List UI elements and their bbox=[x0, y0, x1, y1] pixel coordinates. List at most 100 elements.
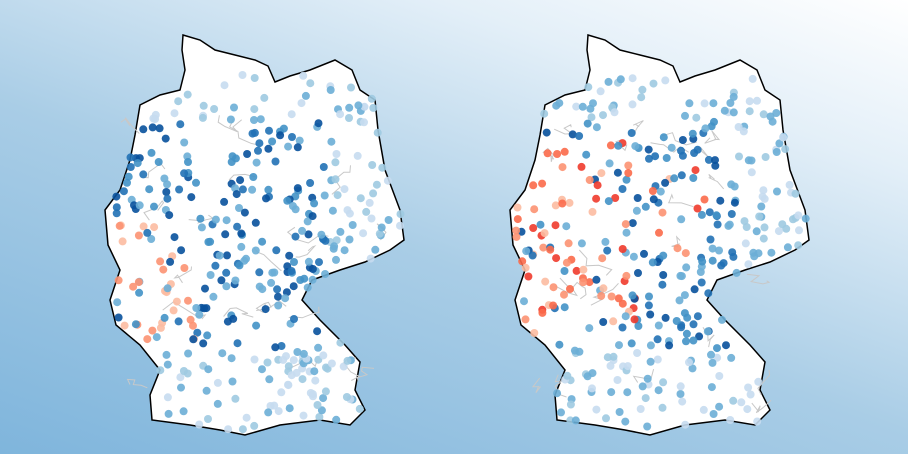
river bbox=[126, 378, 148, 389]
station-dot bbox=[368, 161, 377, 169]
station-dot bbox=[256, 115, 265, 124]
station-dot bbox=[162, 350, 171, 359]
station-dot bbox=[779, 133, 788, 142]
station-dot bbox=[555, 340, 564, 349]
station-dot bbox=[613, 168, 622, 177]
station-dot bbox=[304, 230, 313, 239]
station-dot bbox=[319, 394, 328, 403]
station-dot bbox=[372, 180, 381, 189]
station-dot bbox=[255, 139, 264, 148]
river bbox=[356, 366, 375, 381]
station-dot bbox=[575, 132, 584, 140]
station-dot bbox=[753, 417, 762, 426]
station-dot bbox=[248, 129, 257, 138]
station-dot bbox=[621, 312, 630, 321]
station-dot bbox=[251, 218, 260, 227]
station-dot bbox=[611, 194, 620, 202]
station-dot bbox=[340, 185, 349, 194]
station-dot bbox=[270, 401, 279, 410]
station-dot bbox=[195, 310, 204, 319]
station-dot bbox=[287, 110, 296, 119]
station-dot bbox=[589, 99, 597, 108]
station-dot bbox=[152, 333, 161, 342]
station-dot bbox=[213, 378, 222, 387]
station-dot bbox=[713, 344, 721, 353]
station-dot bbox=[283, 196, 292, 205]
station-dot bbox=[345, 235, 354, 244]
station-dot bbox=[689, 174, 698, 182]
station-dot bbox=[384, 216, 393, 224]
station-dot bbox=[134, 278, 143, 287]
station-dot bbox=[707, 122, 716, 131]
station-dot bbox=[754, 377, 763, 386]
station-dot bbox=[513, 203, 522, 212]
station-dot bbox=[315, 413, 324, 421]
station-dot bbox=[628, 219, 637, 228]
station-dot bbox=[147, 235, 156, 243]
station-dot bbox=[528, 251, 537, 260]
station-dot bbox=[745, 97, 754, 106]
station-dot bbox=[741, 239, 750, 248]
station-dot bbox=[112, 203, 121, 212]
station-dot bbox=[703, 327, 712, 336]
river bbox=[173, 266, 192, 284]
station-dot bbox=[267, 278, 276, 287]
station-dot bbox=[274, 301, 283, 310]
station-dot bbox=[317, 230, 326, 239]
station-dot bbox=[682, 329, 691, 338]
station-dot bbox=[659, 271, 668, 279]
station-dot bbox=[263, 358, 272, 367]
station-dot bbox=[705, 208, 714, 217]
station-dot bbox=[711, 156, 719, 165]
station-dot bbox=[176, 373, 185, 382]
station-dot bbox=[143, 335, 152, 344]
station-dot bbox=[630, 315, 639, 324]
station-dot bbox=[604, 77, 613, 86]
station-dot bbox=[716, 196, 725, 205]
station-dot bbox=[175, 185, 184, 194]
station-dot bbox=[689, 320, 698, 329]
station-dot bbox=[303, 283, 312, 292]
station-dot bbox=[285, 251, 294, 260]
station-dot bbox=[524, 272, 533, 281]
station-dot bbox=[396, 221, 404, 230]
station-dot bbox=[542, 128, 551, 137]
station-dot bbox=[766, 112, 775, 121]
station-dot bbox=[518, 257, 527, 266]
station-dot bbox=[627, 339, 636, 348]
station-dot bbox=[708, 358, 717, 367]
station-dot bbox=[607, 388, 616, 397]
station-dot bbox=[299, 349, 308, 358]
station-dot bbox=[583, 372, 592, 381]
station-dot bbox=[238, 71, 247, 79]
station-dot bbox=[202, 386, 211, 395]
station-dot bbox=[653, 335, 662, 344]
station-dot bbox=[273, 285, 282, 294]
station-dot bbox=[313, 327, 322, 336]
station-dot bbox=[359, 229, 368, 238]
station-dot bbox=[355, 404, 364, 413]
station-dot bbox=[198, 113, 207, 122]
station-dot bbox=[199, 101, 208, 110]
river bbox=[578, 249, 613, 276]
station-dot bbox=[250, 421, 259, 430]
station-dot bbox=[645, 154, 653, 163]
station-dot bbox=[371, 245, 380, 254]
station-dot bbox=[314, 343, 323, 352]
station-dot bbox=[295, 136, 304, 145]
station-dot bbox=[704, 289, 713, 298]
station-dot bbox=[621, 220, 630, 229]
station-dot bbox=[578, 102, 587, 111]
station-dot bbox=[654, 321, 663, 330]
station-dot bbox=[791, 189, 800, 198]
station-dot bbox=[683, 313, 692, 322]
station-dot bbox=[603, 246, 612, 255]
station-dot bbox=[730, 198, 739, 207]
station-dot bbox=[233, 222, 242, 231]
station-dot bbox=[737, 398, 746, 407]
river bbox=[143, 200, 165, 221]
station-dot bbox=[695, 332, 704, 341]
station-dot bbox=[622, 175, 631, 184]
station-dot bbox=[752, 227, 761, 236]
